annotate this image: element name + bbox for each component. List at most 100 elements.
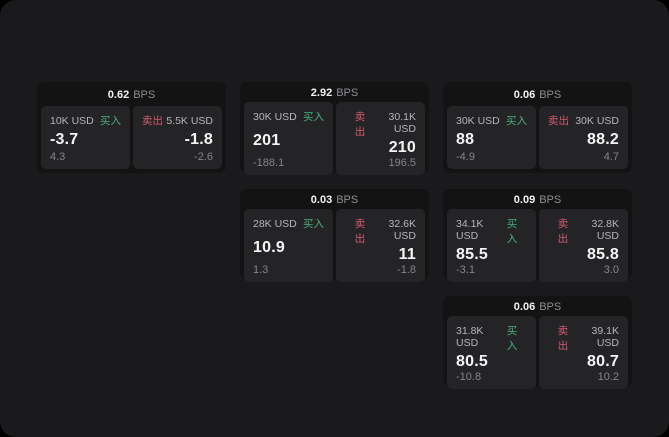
buy-price: -3.7 — [50, 130, 79, 148]
sell-panel[interactable]: 卖出 30.1K USD 210 196.5 — [336, 102, 425, 175]
sell-side-label: 卖出 — [557, 325, 569, 352]
sell-side-label: 卖出 — [354, 218, 366, 245]
buy-price: 201 — [253, 131, 281, 149]
spread-unit: BPS — [133, 89, 156, 101]
sell-label-row: 卖出 5.5K USD — [142, 113, 213, 128]
buy-panel[interactable]: 30K USD 买入 201 -188.1 — [244, 102, 333, 175]
quote-card: 0.06 BPS 31.8K USD 买入 80.5 -10.8 卖出 39.1… — [443, 296, 632, 389]
sell-price: 210 — [388, 139, 416, 156]
buy-label-row: 28K USD 买入 — [253, 216, 324, 231]
buy-delta: -188.1 — [253, 156, 285, 169]
sell-delta: 4.7 — [603, 151, 619, 163]
spread-header: 2.92 BPS — [244, 87, 425, 99]
quote-panels: 31.8K USD 买入 80.5 -10.8 卖出 39.1K USD 80.… — [447, 316, 628, 389]
quote-card: 0.03 BPS 28K USD 买入 10.9 1.3 卖出 32.6K US… — [240, 189, 429, 282]
buy-panel[interactable]: 30K USD 买入 88 -4.9 — [447, 106, 536, 169]
spread-header: 0.06 BPS — [447, 301, 628, 313]
buy-delta: 4.3 — [50, 151, 66, 163]
buy-label-row: 10K USD 买入 — [50, 113, 121, 128]
spread-value: 0.03 — [310, 194, 333, 206]
sell-side-label: 卖出 — [557, 218, 569, 245]
buy-delta: 1.3 — [253, 263, 269, 276]
quote-card: 0.62 BPS 10K USD 买入 -3.7 4.3 卖出 5.5K USD… — [37, 82, 226, 173]
sell-delta: -2.6 — [194, 151, 213, 163]
spread-value: 0.06 — [513, 301, 536, 313]
spread-header: 0.09 BPS — [447, 194, 628, 206]
buy-panel[interactable]: 10K USD 买入 -3.7 4.3 — [41, 106, 130, 169]
buy-size: 30K USD — [456, 115, 500, 127]
sell-delta: 196.5 — [388, 156, 416, 169]
buy-price: 10.9 — [253, 238, 285, 256]
spread-value: 0.09 — [513, 194, 536, 206]
spread-unit: BPS — [539, 301, 562, 313]
buy-panel[interactable]: 28K USD 买入 10.9 1.3 — [244, 209, 333, 282]
sell-price: 11 — [398, 246, 416, 263]
buy-label-row: 31.8K USD 买入 — [456, 323, 527, 353]
sell-price: -1.8 — [184, 130, 213, 148]
sell-size: 32.6K USD — [388, 218, 416, 242]
sell-label-row: 卖出 30.1K USD — [345, 109, 416, 139]
spread-value: 2.92 — [310, 87, 333, 99]
sell-size: 30K USD — [575, 115, 619, 127]
buy-side-label: 买入 — [303, 111, 324, 123]
quote-panels: 34.1K USD 买入 85.5 -3.1 卖出 32.8K USD 85.8… — [447, 209, 628, 282]
buy-price: 88 — [456, 130, 475, 148]
buy-price: 85.5 — [456, 246, 488, 263]
sell-label-row: 卖出 32.6K USD — [345, 216, 416, 246]
quotes-grid: 0.62 BPS 10K USD 买入 -3.7 4.3 卖出 5.5K USD… — [37, 82, 632, 389]
buy-side-label: 买入 — [506, 325, 518, 352]
spread-unit: BPS — [539, 89, 562, 101]
sell-panel[interactable]: 卖出 30K USD 88.2 4.7 — [539, 106, 628, 169]
sell-size: 5.5K USD — [166, 115, 213, 127]
buy-panel[interactable]: 31.8K USD 买入 80.5 -10.8 — [447, 316, 536, 389]
sell-price: 85.8 — [587, 246, 619, 263]
buy-price: 80.5 — [456, 353, 488, 370]
sell-panel[interactable]: 卖出 32.8K USD 85.8 3.0 — [539, 209, 628, 282]
buy-side-label: 买入 — [506, 115, 527, 127]
quote-panels: 30K USD 买入 201 -188.1 卖出 30.1K USD 210 1… — [244, 102, 425, 175]
sell-panel[interactable]: 卖出 5.5K USD -1.8 -2.6 — [133, 106, 222, 169]
sell-label-row: 卖出 30K USD — [548, 113, 619, 128]
sell-label-row: 卖出 32.8K USD — [548, 216, 619, 246]
buy-delta: -10.8 — [456, 370, 482, 383]
sell-price: 88.2 — [587, 130, 619, 148]
spread-header: 0.06 BPS — [447, 87, 628, 103]
buy-side-label: 买入 — [303, 218, 324, 230]
buy-side-label: 买入 — [506, 218, 518, 245]
quote-panels: 28K USD 买入 10.9 1.3 卖出 32.6K USD 11 -1.8 — [244, 209, 425, 282]
buy-label-row: 34.1K USD 买入 — [456, 216, 527, 246]
sell-panel[interactable]: 卖出 39.1K USD 80.7 10.2 — [539, 316, 628, 389]
sell-delta: 10.2 — [597, 370, 619, 383]
buy-size: 31.8K USD — [456, 325, 484, 349]
sell-side-label: 卖出 — [354, 111, 366, 138]
sell-delta: 3.0 — [603, 263, 619, 276]
buy-size: 30K USD — [253, 111, 297, 123]
sell-size: 30.1K USD — [388, 111, 416, 135]
buy-panel[interactable]: 34.1K USD 买入 85.5 -3.1 — [447, 209, 536, 282]
spread-unit: BPS — [539, 194, 562, 206]
spread-header: 0.62 BPS — [41, 87, 222, 103]
sell-price: 80.7 — [587, 353, 619, 370]
quote-card: 0.06 BPS 30K USD 买入 88 -4.9 卖出 30K USD 8… — [443, 82, 632, 173]
spread-unit: BPS — [336, 87, 359, 99]
sell-delta: -1.8 — [397, 263, 416, 276]
spread-unit: BPS — [336, 194, 359, 206]
sell-side-label: 卖出 — [142, 115, 163, 127]
buy-delta: -4.9 — [456, 151, 475, 163]
buy-size: 34.1K USD — [456, 218, 484, 242]
spread-value: 0.06 — [513, 89, 536, 101]
sell-size: 39.1K USD — [591, 325, 619, 349]
sell-panel[interactable]: 卖出 32.6K USD 11 -1.8 — [336, 209, 425, 282]
quote-card: 0.09 BPS 34.1K USD 买入 85.5 -3.1 卖出 32.8K… — [443, 189, 632, 282]
spread-value: 0.62 — [107, 89, 130, 101]
spread-header: 0.03 BPS — [244, 194, 425, 206]
sell-side-label: 卖出 — [548, 115, 569, 127]
buy-delta: -3.1 — [456, 263, 475, 276]
quote-panels: 10K USD 买入 -3.7 4.3 卖出 5.5K USD -1.8 -2.… — [41, 106, 222, 169]
buy-size: 28K USD — [253, 218, 297, 230]
quote-card: 2.92 BPS 30K USD 买入 201 -188.1 卖出 30.1K … — [240, 82, 429, 175]
sell-label-row: 卖出 39.1K USD — [548, 323, 619, 353]
sell-size: 32.8K USD — [591, 218, 619, 242]
buy-label-row: 30K USD 买入 — [253, 109, 324, 124]
